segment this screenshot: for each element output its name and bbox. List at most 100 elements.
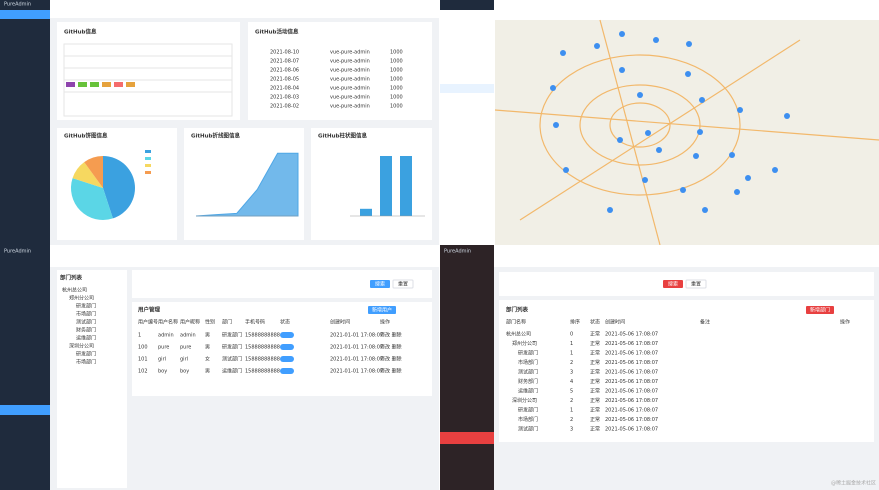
table-cell: 测试部门 bbox=[222, 356, 242, 363]
card bbox=[57, 22, 240, 120]
table-cell: 2021-08-06 bbox=[270, 68, 299, 74]
table-cell: 2021-05-06 17:08:07 bbox=[605, 341, 658, 347]
tree-node: 杭州总公司 bbox=[62, 287, 87, 294]
table-cell: 2021-08-04 bbox=[270, 86, 299, 92]
add-button[interactable] bbox=[368, 306, 396, 314]
table-cell: 研发部门 bbox=[222, 344, 242, 351]
panel-title: 部门列表 bbox=[60, 274, 83, 282]
table-cell: 1 bbox=[570, 351, 573, 357]
table-cell: 运维部门 bbox=[222, 368, 242, 375]
reset-button[interactable] bbox=[392, 279, 414, 289]
table-cell: 2021-05-06 17:08:07 bbox=[605, 417, 658, 423]
table-cell: 15888888888 bbox=[245, 333, 280, 339]
table-cell: 2021-08-05 bbox=[270, 77, 299, 83]
table-cell: 2021-05-06 17:08:07 bbox=[605, 332, 658, 338]
add-button[interactable] bbox=[806, 306, 834, 314]
header bbox=[50, 245, 439, 267]
table-cell: 102 bbox=[138, 369, 148, 375]
table-cell: 15888888888 bbox=[245, 345, 280, 351]
table-cell: 2021-05-06 17:08:07 bbox=[605, 370, 658, 376]
table-cell: 正常 bbox=[590, 378, 600, 385]
table-cell: 2021-08-02 bbox=[270, 104, 299, 110]
table-cell: 15888888888 bbox=[245, 357, 280, 363]
table-header: 排序 bbox=[570, 319, 580, 326]
search-button-label[interactable]: 搜索 bbox=[668, 281, 678, 288]
table-cell: vue-pure-admin bbox=[330, 50, 370, 56]
brand: PureAdmin bbox=[4, 2, 31, 8]
table-cell: 2021-05-06 17:08:07 bbox=[605, 360, 658, 366]
tree-panel bbox=[57, 270, 127, 488]
sidebar bbox=[440, 245, 494, 490]
table-cell: 女 bbox=[205, 356, 210, 363]
card-title: GitHub柱状图信息 bbox=[318, 132, 367, 140]
pie-slice bbox=[103, 156, 136, 219]
bar bbox=[380, 156, 392, 216]
table-cell: vue-pure-admin bbox=[330, 86, 370, 92]
reset-button[interactable] bbox=[685, 279, 707, 289]
pie-slice bbox=[71, 178, 113, 220]
table-cell: 1000 bbox=[390, 59, 403, 65]
table-cell: 100 bbox=[138, 345, 148, 351]
table-cell: 2021-01-01 17:08:07 bbox=[330, 357, 383, 363]
add-button-label[interactable]: 新增用户 bbox=[372, 307, 392, 314]
table-cell: 正常 bbox=[590, 331, 600, 338]
card-title: GitHub信息 bbox=[64, 28, 97, 36]
panel-title: 部门列表 bbox=[506, 306, 529, 314]
table-cell: 测试部门 bbox=[518, 426, 538, 433]
table-cell: 郑州分公司 bbox=[512, 340, 537, 347]
table-cell: 15888888888 bbox=[245, 369, 280, 375]
header bbox=[494, 245, 879, 267]
table-cell: 2021-05-06 17:08:07 bbox=[605, 398, 658, 404]
table-cell: 正常 bbox=[590, 416, 600, 423]
table-header: 创建时间 bbox=[605, 319, 625, 326]
tree-node: 运维部门 bbox=[76, 335, 96, 342]
table-cell: 运维部门 bbox=[518, 388, 538, 395]
table-cell: 1000 bbox=[390, 104, 403, 110]
reset-button-label[interactable]: 重置 bbox=[691, 281, 701, 288]
add-button-label[interactable]: 新增部门 bbox=[810, 307, 830, 314]
table-cell: 男 bbox=[205, 369, 210, 375]
table-cell: 修改 删除 bbox=[380, 368, 402, 375]
legend-swatch bbox=[145, 164, 151, 167]
search-button-label[interactable]: 搜索 bbox=[375, 281, 385, 288]
card-title: GitHub折线图信息 bbox=[191, 132, 240, 140]
table-cell: 正常 bbox=[590, 397, 600, 404]
table-cell: vue-pure-admin bbox=[330, 59, 370, 65]
table-cell: 2021-05-06 17:08:07 bbox=[605, 427, 658, 433]
table-cell: girl bbox=[180, 357, 188, 363]
table-cell: vue-pure-admin bbox=[330, 95, 370, 101]
table-cell: boy bbox=[180, 369, 189, 375]
table-cell: 男 bbox=[205, 333, 210, 339]
table-cell: 2021-08-10 bbox=[270, 50, 299, 56]
reset-button-label[interactable]: 重置 bbox=[398, 281, 408, 288]
table-cell: 1000 bbox=[390, 95, 403, 101]
map-markers bbox=[550, 31, 790, 213]
card-title: GitHub活动信息 bbox=[255, 28, 299, 36]
search-button[interactable] bbox=[663, 280, 683, 288]
table-header: 状态 bbox=[590, 319, 600, 326]
table-cell: girl bbox=[158, 357, 166, 363]
table-cell: 修改 删除 bbox=[380, 344, 402, 351]
table-cell: admin bbox=[180, 333, 196, 339]
status-switch bbox=[280, 368, 294, 374]
search-button[interactable] bbox=[370, 280, 390, 288]
sidebar-active bbox=[0, 10, 50, 19]
panel-title: 用户管理 bbox=[137, 306, 161, 314]
table-header: 手机号码 bbox=[245, 319, 265, 326]
table-header: 用户编号 bbox=[138, 319, 158, 326]
table-cell: 2 bbox=[570, 360, 573, 366]
table-panel bbox=[499, 300, 874, 442]
table-cell: 2021-05-06 17:08:07 bbox=[605, 351, 658, 357]
sidebar-active bbox=[0, 405, 50, 415]
table-cell: vue-pure-admin bbox=[330, 77, 370, 83]
table-cell: 研发部门 bbox=[518, 407, 538, 414]
tree-node: 测试部门 bbox=[76, 319, 96, 326]
legend-swatch bbox=[145, 171, 151, 174]
table-cell: 0 bbox=[570, 332, 573, 338]
pie-slice bbox=[72, 162, 103, 188]
sidebar bbox=[0, 0, 50, 245]
table-cell: 正常 bbox=[590, 340, 600, 347]
table-cell: 1 bbox=[570, 408, 573, 414]
watermark: @稀土掘金技术社区 bbox=[831, 480, 876, 487]
status-switch bbox=[280, 344, 294, 350]
